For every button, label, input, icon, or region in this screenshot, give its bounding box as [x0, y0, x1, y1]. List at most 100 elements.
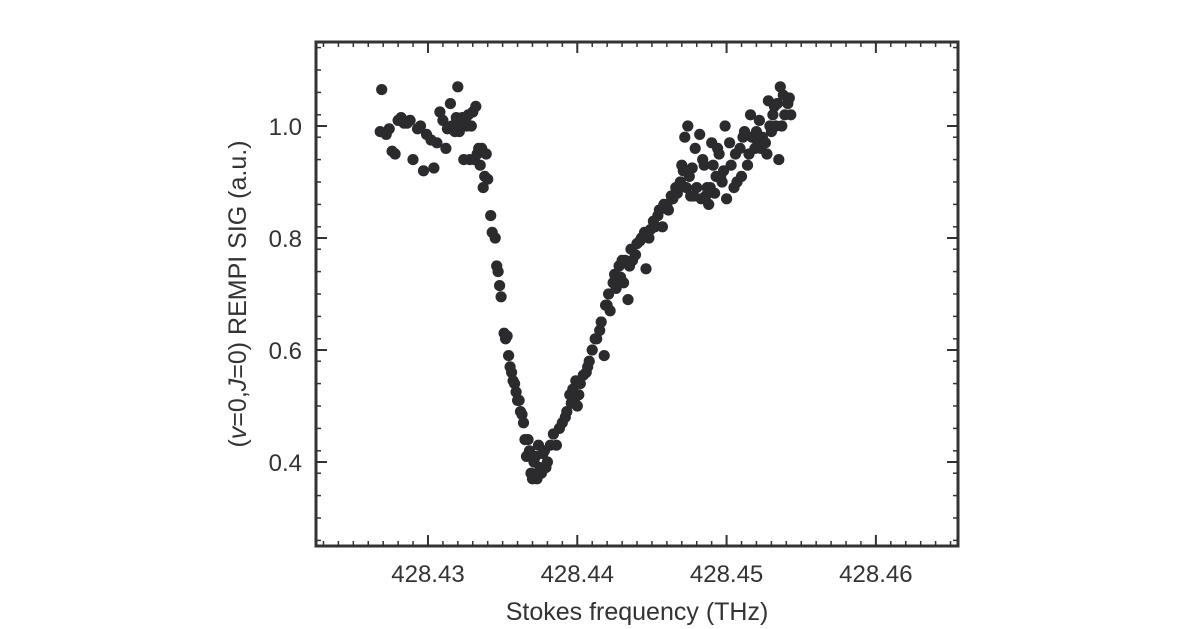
- data-point: [741, 159, 754, 171]
- data-point: [591, 333, 603, 345]
- data-point: [485, 210, 497, 222]
- data-point: [434, 106, 446, 118]
- data-point: [489, 232, 501, 244]
- data-point: [719, 120, 731, 132]
- data-point: [643, 232, 655, 244]
- data-point: [594, 324, 606, 336]
- data-point: [586, 344, 598, 356]
- data-point: [753, 114, 766, 126]
- data-point: [428, 162, 440, 174]
- data-point: [686, 162, 698, 174]
- data-point: [725, 159, 737, 171]
- y-tick-labels: 0.4 0.6 0.8 1.0: [269, 114, 302, 477]
- data-points: [374, 81, 797, 485]
- x-tick-label: 428.44: [541, 561, 614, 588]
- data-point: [474, 159, 486, 171]
- data-point: [383, 123, 395, 135]
- data-point: [703, 198, 715, 210]
- y-tick-label: 1.0: [269, 114, 302, 141]
- data-point: [452, 81, 464, 93]
- x-tick-label: 428.45: [690, 561, 763, 588]
- data-point: [689, 142, 701, 154]
- y-tick-label: 0.8: [269, 226, 302, 253]
- data-point: [694, 128, 706, 140]
- data-point: [583, 355, 595, 367]
- data-point: [744, 109, 757, 121]
- data-point: [561, 406, 573, 418]
- x-tick-label: 428.46: [839, 561, 912, 588]
- data-point: [774, 81, 786, 93]
- x-axis-label: Stokes frequency (THz): [506, 598, 769, 626]
- data-point: [376, 84, 388, 96]
- data-point: [783, 92, 795, 104]
- data-point: [595, 316, 607, 328]
- x-tick-labels: 428.43 428.44 428.45 428.46: [391, 561, 912, 588]
- data-point: [404, 114, 416, 126]
- data-point: [470, 100, 482, 112]
- data-point: [671, 187, 683, 199]
- data-point: [759, 137, 772, 149]
- data-point: [734, 142, 746, 154]
- data-point: [506, 366, 518, 378]
- data-point: [465, 120, 477, 132]
- data-point: [407, 154, 419, 166]
- data-point: [767, 109, 779, 121]
- data-point: [414, 120, 427, 132]
- data-point: [503, 350, 515, 362]
- data-point: [477, 182, 489, 194]
- data-point: [700, 190, 712, 202]
- data-point: [682, 120, 694, 132]
- data-point: [516, 408, 528, 420]
- data-point: [573, 389, 585, 401]
- data-point: [482, 173, 494, 185]
- data-point: [480, 148, 492, 160]
- data-point: [618, 277, 630, 289]
- data-point: [773, 154, 785, 166]
- major-ticks: [316, 42, 958, 546]
- data-point: [574, 378, 586, 390]
- data-point: [707, 159, 719, 171]
- data-point: [698, 159, 710, 171]
- data-point: [431, 137, 443, 149]
- data-point: [513, 394, 525, 406]
- data-point: [522, 434, 534, 446]
- data-point: [656, 221, 669, 233]
- data-point: [716, 176, 728, 188]
- data-point: [785, 109, 797, 121]
- minor-ticks: [316, 42, 958, 546]
- data-point: [550, 439, 563, 451]
- data-point: [691, 182, 703, 194]
- y-tick-label: 0.4: [269, 450, 302, 477]
- data-point: [510, 386, 522, 398]
- data-point: [508, 378, 521, 390]
- data-point: [721, 193, 733, 205]
- data-point: [440, 142, 452, 154]
- data-point: [494, 280, 506, 292]
- data-point: [680, 182, 692, 194]
- data-point: [571, 400, 583, 412]
- data-point: [735, 170, 748, 182]
- data-point: [492, 266, 504, 278]
- data-point: [761, 148, 773, 160]
- data-point: [437, 114, 449, 126]
- data-point: [517, 417, 530, 429]
- data-point: [713, 148, 725, 160]
- data-point: [662, 204, 675, 216]
- data-point: [444, 98, 456, 110]
- data-point: [389, 148, 401, 160]
- data-point: [640, 263, 652, 275]
- data-point: [724, 137, 736, 149]
- data-point: [604, 305, 616, 317]
- y-axis-label: (v=0,J=0) REMPI SIG (a.u.): [224, 140, 252, 447]
- data-point: [683, 170, 695, 182]
- data-point: [709, 187, 721, 199]
- data-point: [501, 330, 513, 342]
- data-point: [622, 294, 634, 306]
- data-point: [776, 120, 788, 132]
- data-point: [679, 131, 691, 143]
- data-point: [541, 456, 554, 468]
- data-point: [417, 165, 430, 177]
- y-tick-label: 0.6: [269, 338, 302, 365]
- data-point: [598, 350, 610, 362]
